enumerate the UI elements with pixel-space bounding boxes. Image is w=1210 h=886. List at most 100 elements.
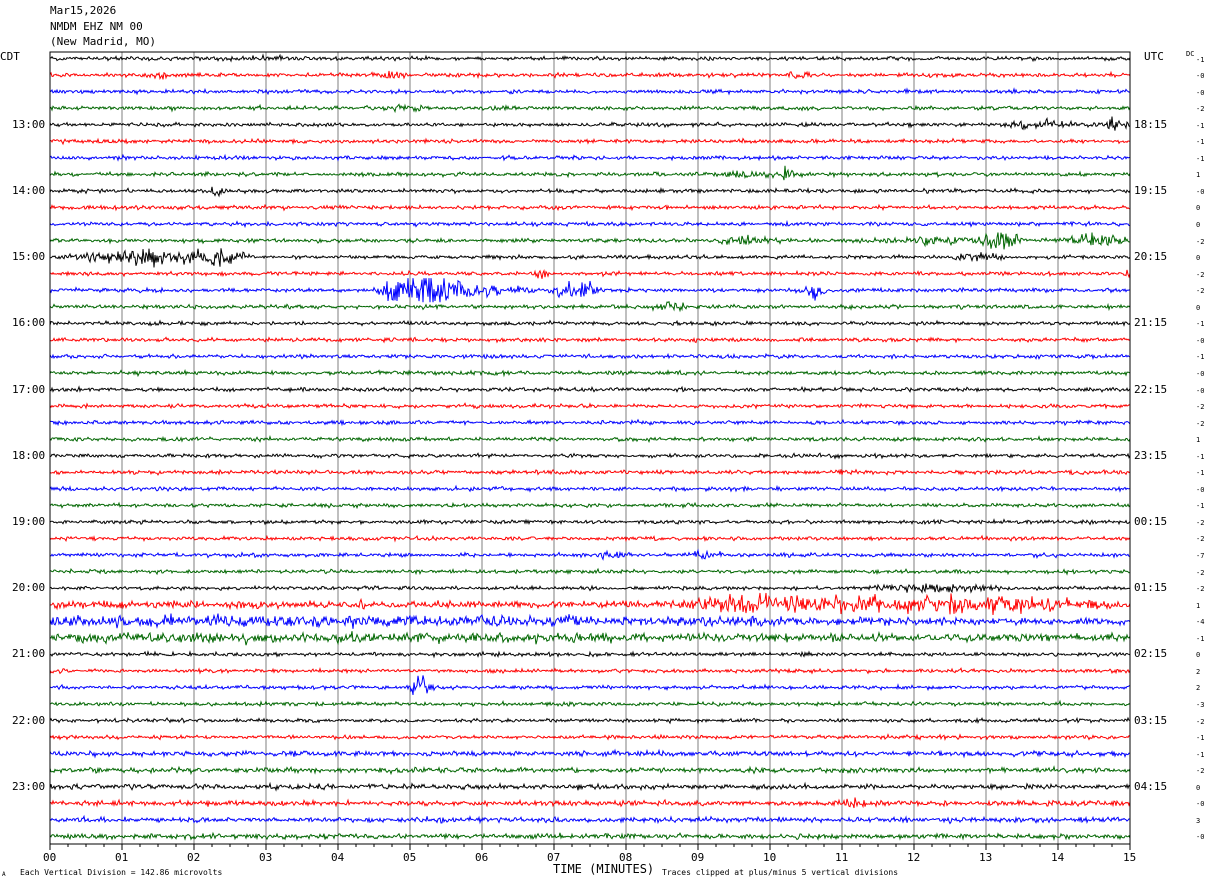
dc-offset-label: -1 — [1196, 320, 1205, 329]
x-tick-label: 01 — [115, 851, 129, 864]
seismic-trace-29 — [49, 518, 1131, 526]
dc-offset-label: 1 — [1196, 601, 1201, 610]
dc-offset-label: 2 — [1196, 684, 1201, 693]
seismic-trace-18 — [49, 336, 1131, 344]
dc-offset-label: -1 — [1196, 353, 1205, 362]
dc-offset-label: -0 — [1196, 336, 1205, 345]
utc-hour-label: 20:15 — [1134, 250, 1168, 264]
dc-offset-label: 3 — [1196, 816, 1201, 825]
dc-offset-label: -2 — [1196, 518, 1205, 527]
dc-offset-label: 0 — [1196, 783, 1201, 792]
seismic-trace-14 — [50, 268, 1131, 279]
seismic-trace-9 — [49, 186, 1131, 198]
seismic-trace-16 — [49, 301, 1131, 313]
dc-offset-label: -2 — [1196, 403, 1205, 412]
seismic-trace-35 — [49, 613, 1131, 629]
seismic-trace-5 — [49, 116, 1131, 131]
seismic-trace-1 — [49, 53, 1131, 63]
x-tick-label: 08 — [619, 851, 633, 864]
utc-hour-label: 01:15 — [1134, 581, 1168, 595]
plot-date: Mar15,2026 — [50, 4, 117, 17]
utc-hour-label: 21:15 — [1134, 316, 1168, 330]
x-tick-label: 15 — [1123, 851, 1137, 864]
corner-mark: A — [2, 871, 6, 878]
x-tick-label: 04 — [331, 851, 345, 864]
dc-offset-label: -1 — [1196, 452, 1205, 461]
trace-group — [49, 53, 1131, 842]
dc-offset-label: -1 — [1196, 138, 1205, 147]
scale-note: Each Vertical Division = 142.86 microvol… — [20, 868, 223, 877]
seismic-trace-8 — [49, 165, 1131, 181]
seismic-trace-33 — [49, 583, 1131, 594]
x-tick-label: 06 — [475, 851, 489, 864]
x-tick-label: 12 — [907, 851, 921, 864]
dc-offset-label: -1 — [1196, 502, 1205, 511]
dc-offset-label: -2 — [1196, 237, 1205, 246]
x-tick-label: 13 — [979, 851, 993, 864]
seismic-trace-46 — [49, 797, 1131, 809]
x-tick-label: 07 — [547, 851, 561, 864]
x-tick-label: 03 — [259, 851, 273, 864]
dc-offset-label: -0 — [1196, 369, 1205, 378]
dc-offset-label: 1 — [1196, 436, 1201, 445]
x-tick-label: 00 — [43, 851, 57, 864]
seismic-trace-37 — [49, 650, 1131, 659]
seismic-trace-20 — [49, 368, 1131, 378]
dc-offset-label: -2 — [1196, 767, 1205, 776]
dc-offset-label: -0 — [1196, 833, 1205, 842]
dc-offset-label: 0 — [1196, 204, 1201, 213]
dc-offset-label: -0 — [1196, 187, 1205, 196]
dc-offset-label: 0 — [1196, 221, 1201, 229]
station-location: (New Madrid, MO) — [50, 35, 156, 48]
x-tick-label: 02 — [187, 851, 201, 864]
seismic-trace-27 — [49, 484, 1131, 493]
dc-offset-label: -1 — [1196, 469, 1205, 478]
seismic-trace-43 — [49, 748, 1131, 759]
cdt-hour-label: 16:00 — [12, 316, 46, 330]
seismic-trace-48 — [49, 831, 1131, 842]
dc-offset-label: -1 — [1196, 121, 1205, 130]
minute-gridlines — [121, 52, 1059, 844]
cdt-hour-label: 18:00 — [12, 448, 46, 462]
utc-hour-label: 18:15 — [1134, 117, 1168, 131]
cdt-hour-label: 21:00 — [12, 647, 46, 661]
dc-offset-label: -2 — [1196, 585, 1205, 594]
dc-offset-label: -4 — [1196, 618, 1205, 627]
dc-offset-label: -2 — [1196, 535, 1205, 544]
cdt-hour-label: 15:00 — [12, 250, 46, 264]
x-tick-label: 10 — [763, 851, 777, 864]
dc-offset-label: -2 — [1196, 419, 1205, 428]
seismic-trace-3 — [49, 87, 1131, 96]
utc-hour-label: 04:15 — [1134, 779, 1168, 793]
seismic-trace-45 — [49, 781, 1131, 792]
dc-offset-label: -2 — [1196, 717, 1205, 726]
seismic-trace-21 — [49, 385, 1131, 394]
seismic-trace-2 — [49, 70, 1131, 80]
dc-offset-label: -2 — [1196, 270, 1205, 279]
seismic-trace-23 — [49, 418, 1131, 427]
utc-hour-label: 22:15 — [1134, 382, 1168, 396]
left-axis-title: CDT — [0, 50, 20, 63]
seismic-trace-19 — [49, 352, 1131, 361]
dc-offset-label: -7 — [1196, 552, 1205, 560]
seismic-trace-42 — [49, 733, 1131, 741]
seismic-trace-40 — [49, 699, 1131, 708]
utc-hour-label: 03:15 — [1134, 713, 1168, 727]
dc-offset-label: -3 — [1196, 700, 1205, 709]
dc-offset-label: -1 — [1196, 154, 1205, 163]
seismic-trace-44 — [49, 765, 1131, 776]
utc-hour-label: 19:15 — [1134, 183, 1168, 197]
seismic-trace-41 — [49, 716, 1131, 725]
x-tick-label: 11 — [835, 851, 849, 864]
x-axis-ticks — [49, 844, 1131, 850]
seismic-trace-6 — [49, 137, 1131, 146]
cdt-hour-label: 19:00 — [12, 514, 46, 528]
seismic-trace-10 — [49, 203, 1131, 212]
seismic-trace-38 — [49, 667, 1131, 675]
seismic-trace-17 — [49, 319, 1131, 327]
seismic-trace-47 — [49, 814, 1131, 825]
x-tick-label: 09 — [691, 851, 705, 864]
dc-offset-label: -1 — [1196, 750, 1205, 759]
dc-offset-label: -0 — [1196, 88, 1205, 97]
